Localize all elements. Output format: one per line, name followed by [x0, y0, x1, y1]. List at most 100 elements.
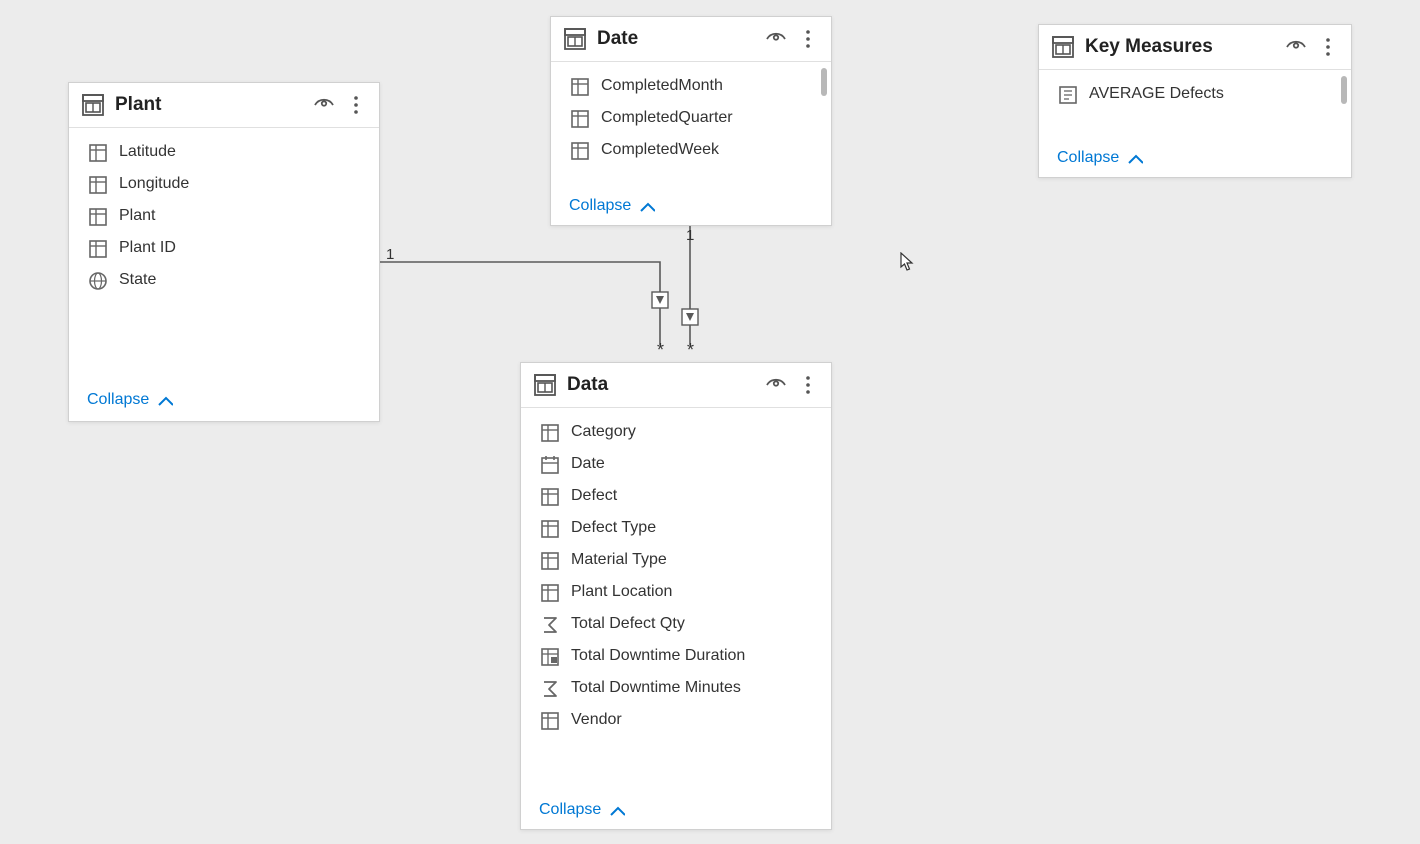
field-list: Latitude Longitude Plant Plant ID State [69, 128, 379, 383]
table-title: Data [567, 374, 755, 396]
table-title: Date [597, 28, 755, 50]
table-header[interactable]: Plant [69, 83, 379, 128]
table-plant[interactable]: Plant Latitude Longitude Plant Plant ID Stat… [68, 82, 380, 422]
scrollbar-thumb[interactable] [821, 68, 827, 96]
field-type-icon [539, 646, 559, 666]
table-title: Plant [115, 94, 303, 116]
table-field[interactable]: Vendor [521, 704, 831, 736]
field-label: Vendor [571, 711, 813, 729]
svg-text:1: 1 [686, 227, 694, 244]
field-label: Defect Type [571, 519, 813, 537]
field-type-icon [539, 518, 559, 538]
field-label: AVERAGE Defects [1089, 85, 1333, 103]
field-list: AVERAGE Defects [1039, 70, 1351, 145]
more-options-icon[interactable] [345, 94, 367, 116]
table-header[interactable]: Data [521, 363, 831, 408]
table-field[interactable]: CompletedWeek [551, 134, 831, 166]
table-field[interactable]: Plant ID [69, 232, 379, 264]
field-label: Total Downtime Minutes [571, 679, 813, 697]
field-label: Latitude [119, 143, 361, 161]
field-type-icon [539, 454, 559, 474]
svg-text:1: 1 [386, 246, 394, 263]
more-options-icon[interactable] [797, 374, 819, 396]
field-type-icon [87, 238, 107, 258]
visibility-icon[interactable] [765, 374, 787, 396]
table-field[interactable]: State [69, 264, 379, 296]
svg-text:*: * [657, 340, 664, 360]
scrollbar-thumb[interactable] [1341, 76, 1347, 104]
field-label: Date [571, 455, 813, 473]
field-label: Plant ID [119, 239, 361, 257]
table-field[interactable]: Latitude [69, 136, 379, 168]
table-icon [533, 373, 557, 397]
more-options-icon[interactable] [1317, 36, 1339, 58]
visibility-icon[interactable] [313, 94, 335, 116]
field-type-icon [539, 710, 559, 730]
table-icon [563, 27, 587, 51]
collapse-button[interactable]: Collapse [521, 797, 831, 829]
collapse-button[interactable]: Collapse [551, 193, 831, 225]
table-data[interactable]: Data Category Date Defect Defect Type Materi… [520, 362, 832, 830]
table-title: Key Measures [1085, 36, 1275, 58]
table-field[interactable]: Date [521, 448, 831, 480]
table-header[interactable]: Date [551, 17, 831, 62]
field-type-icon [569, 140, 589, 160]
more-options-icon[interactable] [797, 28, 819, 50]
table-field[interactable]: Total Downtime Minutes [521, 672, 831, 704]
field-type-icon [569, 108, 589, 128]
field-label: Longitude [119, 175, 361, 193]
table-icon [81, 93, 105, 117]
table-field[interactable]: Defect [521, 480, 831, 512]
collapse-label: Collapse [539, 801, 601, 819]
table-field[interactable]: Total Defect Qty [521, 608, 831, 640]
field-type-icon [539, 582, 559, 602]
table-field[interactable]: Total Downtime Duration [521, 640, 831, 672]
field-list: CompletedMonth CompletedQuarter CompletedW… [551, 62, 831, 193]
collapse-button[interactable]: Collapse [69, 383, 379, 421]
field-type-icon [87, 270, 107, 290]
field-label: Plant Location [571, 583, 813, 601]
field-label: CompletedQuarter [601, 109, 813, 127]
table-field[interactable]: Material Type [521, 544, 831, 576]
chevron-up-icon [155, 391, 173, 409]
table-date[interactable]: Date CompletedMonthCompletedQuarterCompl… [550, 16, 832, 226]
field-label: Defect [571, 487, 813, 505]
svg-text:*: * [687, 340, 694, 360]
chevron-up-icon [1125, 149, 1143, 167]
table-field[interactable]: Longitude [69, 168, 379, 200]
collapse-button[interactable]: Collapse [1039, 145, 1351, 177]
table-icon [1051, 35, 1075, 59]
chevron-up-icon [607, 801, 625, 819]
table-field[interactable]: CompletedQuarter [551, 102, 831, 134]
table-field[interactable]: Defect Type [521, 512, 831, 544]
field-label: CompletedWeek [601, 141, 813, 159]
collapse-label: Collapse [87, 391, 149, 409]
table-header[interactable]: Key Measures [1039, 25, 1351, 70]
field-type-icon [539, 422, 559, 442]
table-key-measures[interactable]: Key Measures AVERAGE Defects Collapse [1038, 24, 1352, 178]
cursor-icon [900, 252, 914, 272]
field-label: Total Defect Qty [571, 615, 813, 633]
field-type-icon [539, 678, 559, 698]
collapse-label: Collapse [1057, 149, 1119, 167]
table-field[interactable]: Plant [69, 200, 379, 232]
field-type-icon [1057, 84, 1077, 104]
table-field[interactable]: Plant Location [521, 576, 831, 608]
field-type-icon [87, 174, 107, 194]
field-type-icon [87, 142, 107, 162]
field-type-icon [539, 486, 559, 506]
field-type-icon [87, 206, 107, 226]
field-label: Total Downtime Duration [571, 647, 813, 665]
field-label: State [119, 271, 361, 289]
table-field[interactable]: AVERAGE Defects [1039, 78, 1351, 110]
table-field[interactable]: Category [521, 416, 831, 448]
field-type-icon [569, 76, 589, 96]
field-label: Plant [119, 207, 361, 225]
field-type-icon [539, 614, 559, 634]
visibility-icon[interactable] [765, 28, 787, 50]
table-field[interactable]: CompletedMonth [551, 70, 831, 102]
field-list: Category Date Defect Defect Type Material Ty… [521, 408, 831, 797]
collapse-label: Collapse [569, 197, 631, 215]
visibility-icon[interactable] [1285, 36, 1307, 58]
field-label: Material Type [571, 551, 813, 569]
